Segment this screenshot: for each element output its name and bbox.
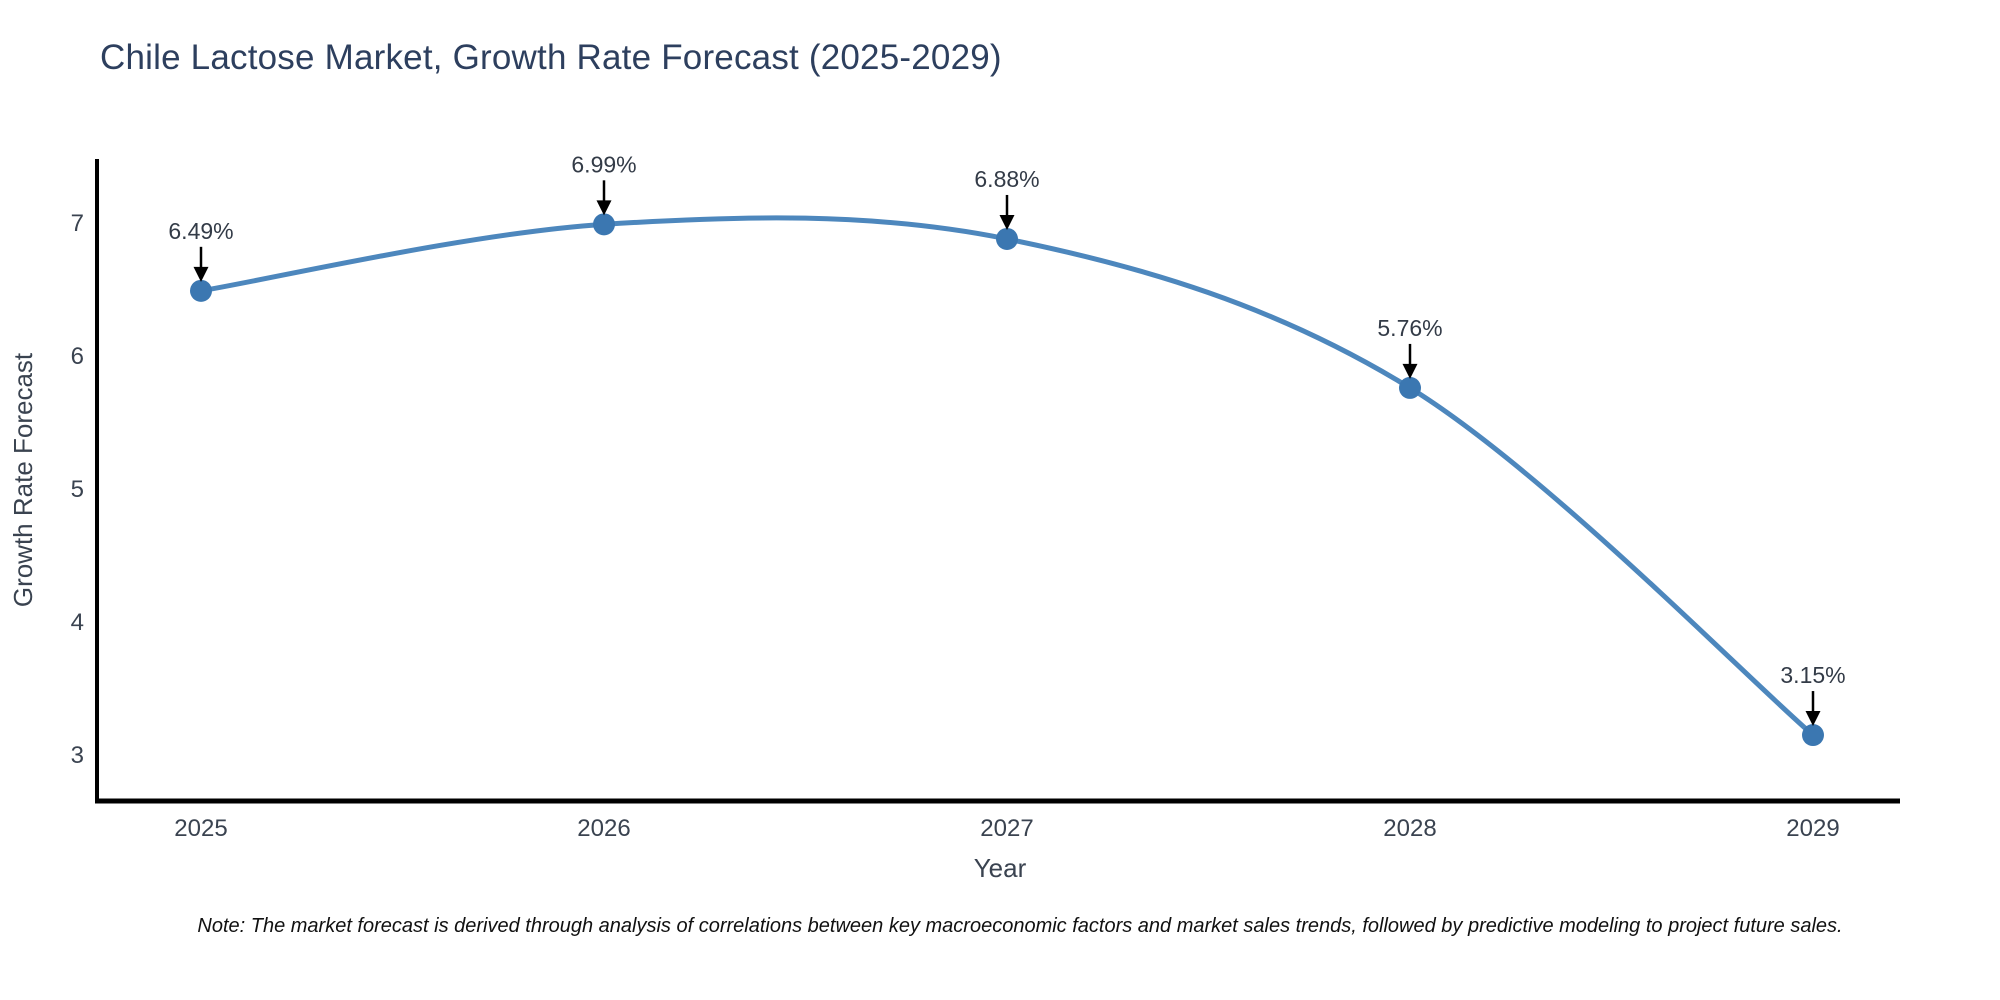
y-tick-label-6: 6 xyxy=(71,343,84,370)
x-tick-label-2026: 2026 xyxy=(577,815,630,842)
data-point-marker-2028[interactable] xyxy=(1399,376,1421,399)
y-tick-labels: 3 4 5 6 7 xyxy=(71,210,84,769)
annotation-2025: 6.49% xyxy=(168,218,234,282)
annotation-label-2026: 6.99% xyxy=(571,151,636,177)
x-tick-label-2029: 2029 xyxy=(1786,815,1839,842)
annotation-arrowhead-icon xyxy=(999,214,1015,230)
point-annotations: 6.49% 6.99% 6.88% 5.76% 3.15% xyxy=(168,151,1846,727)
x-axis-title: Year xyxy=(974,853,1027,883)
data-point-marker-2029[interactable] xyxy=(1802,724,1824,747)
annotation-label-2029: 3.15% xyxy=(1780,662,1845,688)
line-series[interactable] xyxy=(198,215,1816,738)
x-tick-label-2027: 2027 xyxy=(980,815,1033,842)
x-tick-labels: 2025 2026 2027 2028 2029 xyxy=(174,815,1839,842)
annotation-arrowhead-icon xyxy=(1402,363,1418,379)
data-point-marker-2025[interactable] xyxy=(190,279,212,302)
annotation-label-2028: 5.76% xyxy=(1377,315,1442,341)
data-point-marker-2027[interactable] xyxy=(996,227,1018,250)
annotation-2026: 6.99% xyxy=(571,151,637,216)
footnote: Note: The market forecast is derived thr… xyxy=(197,915,1843,937)
data-point-markers xyxy=(190,213,1824,747)
annotation-2028: 5.76% xyxy=(1377,315,1443,379)
annotation-arrowhead-icon xyxy=(596,200,612,216)
annotation-arrowhead-icon xyxy=(193,266,209,282)
data-point-marker-2026[interactable] xyxy=(593,213,615,236)
annotation-2027: 6.88% xyxy=(974,166,1040,230)
y-tick-label-7: 7 xyxy=(71,210,84,237)
annotation-label-2025: 6.49% xyxy=(168,218,233,244)
y-tick-label-3: 3 xyxy=(71,742,84,769)
x-tick-label-2028: 2028 xyxy=(1383,815,1436,842)
annotation-arrowhead-icon xyxy=(1805,711,1821,727)
chart-title: Chile Lactose Market, Growth Rate Foreca… xyxy=(100,38,1002,77)
y-tick-label-5: 5 xyxy=(71,476,84,503)
x-tick-label-2025: 2025 xyxy=(174,815,227,842)
y-axis-title: Growth Rate Forecast xyxy=(8,352,38,607)
annotation-2029: 3.15% xyxy=(1780,662,1846,727)
y-tick-label-4: 4 xyxy=(71,609,84,636)
annotation-label-2027: 6.88% xyxy=(974,166,1039,192)
